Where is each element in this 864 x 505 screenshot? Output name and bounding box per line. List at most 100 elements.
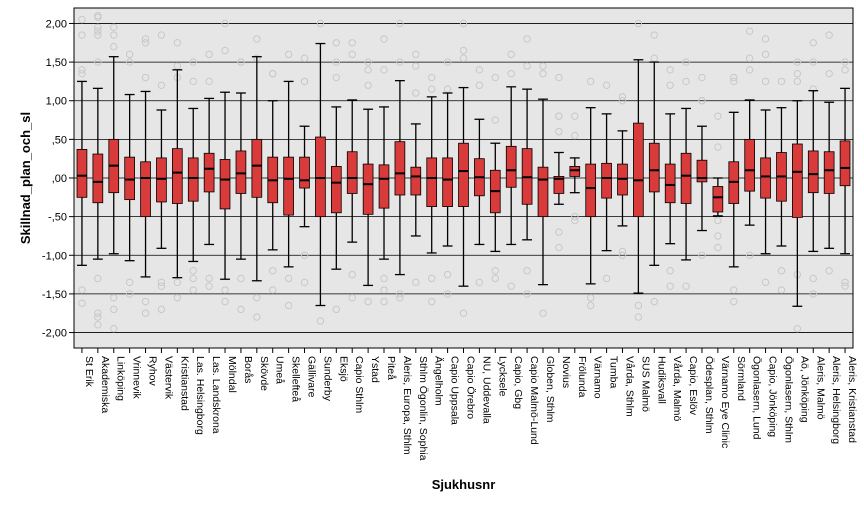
outlier-point <box>555 243 563 252</box>
outlier-point <box>777 77 786 86</box>
box-iqr <box>664 163 676 204</box>
box-iqr <box>251 138 263 198</box>
outlier-point <box>555 228 563 236</box>
outlier-point <box>793 69 802 78</box>
outlier-point <box>475 66 484 74</box>
outlier-point <box>396 290 404 298</box>
outlier-point <box>380 286 388 294</box>
x-tick-label: Frölunda <box>576 356 588 398</box>
outlier-point <box>443 85 452 93</box>
outlier-point <box>825 31 833 39</box>
x-tick-label: Aö, Jönköping <box>798 356 810 423</box>
outlier-point <box>714 243 722 252</box>
outlier-point <box>634 301 643 310</box>
outlier-point <box>348 50 356 59</box>
x-tick-label: Ängelholm <box>433 356 445 406</box>
outlier-point <box>745 54 754 62</box>
box-iqr <box>76 149 88 198</box>
outlier-point <box>682 58 690 66</box>
outlier-point <box>141 35 150 43</box>
box-iqr <box>187 157 199 202</box>
outlier-point <box>364 81 372 89</box>
outlier-point <box>380 35 388 43</box>
x-tick-label: Ryhov <box>147 356 159 387</box>
outlier-point <box>173 39 182 47</box>
outlier-point <box>825 69 833 78</box>
outlier-point <box>602 81 611 89</box>
box-iqr <box>426 157 438 207</box>
y-tick-label: ,50 <box>52 134 67 146</box>
outlier-point <box>412 89 420 97</box>
box-40 <box>712 177 724 217</box>
box-48 <box>839 87 851 255</box>
outlier-point <box>348 294 356 302</box>
outlier-point <box>94 309 102 317</box>
outlier-point <box>157 31 166 39</box>
outlier-point <box>475 278 484 287</box>
outlier-point <box>666 282 674 290</box>
outlier-point <box>157 81 166 89</box>
outlier-point <box>269 69 277 78</box>
x-tick-label: Capio, Gbg <box>512 356 524 409</box>
outlier-point <box>253 35 261 43</box>
outlier-point <box>730 297 738 306</box>
box-36 <box>648 61 660 266</box>
outlier-point <box>443 270 452 279</box>
outlier-point <box>730 286 738 294</box>
box-iqr <box>712 186 724 213</box>
box-2 <box>108 56 120 255</box>
outlier-point <box>586 294 595 302</box>
box-iqr <box>458 142 469 207</box>
box-29 <box>537 98 549 286</box>
x-tick-label: Capio Sthlm <box>353 356 365 413</box>
box-iqr <box>839 140 851 187</box>
outlier-point <box>761 50 770 59</box>
outlier-point <box>380 297 388 306</box>
outlier-point <box>412 50 420 59</box>
outlier-point <box>141 39 150 47</box>
outlier-point <box>348 39 356 47</box>
outlier-point <box>841 282 849 290</box>
outlier-point <box>269 267 277 275</box>
x-tick-label: Gällivare <box>306 356 318 398</box>
x-tick-label: Capio, Jönköping <box>767 356 779 437</box>
box-8 <box>203 97 215 246</box>
outlier-point <box>539 69 547 78</box>
y-tick-label: -1,00 <box>42 250 67 262</box>
outlier-point <box>221 19 229 28</box>
box-iqr <box>744 138 755 192</box>
outlier-point <box>698 73 706 82</box>
outlier-point <box>523 290 531 298</box>
outlier-point <box>507 69 515 78</box>
box-iqr <box>299 156 310 189</box>
outlier-point <box>189 286 197 294</box>
outlier-point <box>94 321 102 329</box>
outlier-point <box>698 251 706 259</box>
y-tick-label: 2,00 <box>46 18 67 30</box>
outlier-point <box>94 23 102 32</box>
outlier-point <box>141 297 150 306</box>
outlier-point <box>491 274 499 283</box>
outlier-point <box>443 290 452 298</box>
x-tick-label: Capio Uppsala <box>449 356 461 425</box>
box-iqr <box>330 166 342 214</box>
box-iqr <box>680 152 692 204</box>
box-4 <box>140 90 151 278</box>
box-35 <box>633 59 644 294</box>
outlier-point <box>793 58 802 66</box>
outlier-point <box>78 31 86 39</box>
box-30 <box>553 151 565 205</box>
box-28 <box>521 88 533 241</box>
outlier-point <box>571 131 579 140</box>
x-tick-label: Lycksele <box>496 356 508 397</box>
outlier-point <box>714 232 722 240</box>
outlier-point <box>205 50 213 59</box>
box-iqr <box>219 159 231 210</box>
box-31 <box>569 157 581 194</box>
outlier-point <box>507 282 515 290</box>
outlier-point <box>221 297 229 306</box>
outlier-point <box>396 58 404 66</box>
outlier-point <box>571 212 579 221</box>
outlier-point <box>650 54 658 62</box>
outlier-point <box>94 31 102 39</box>
